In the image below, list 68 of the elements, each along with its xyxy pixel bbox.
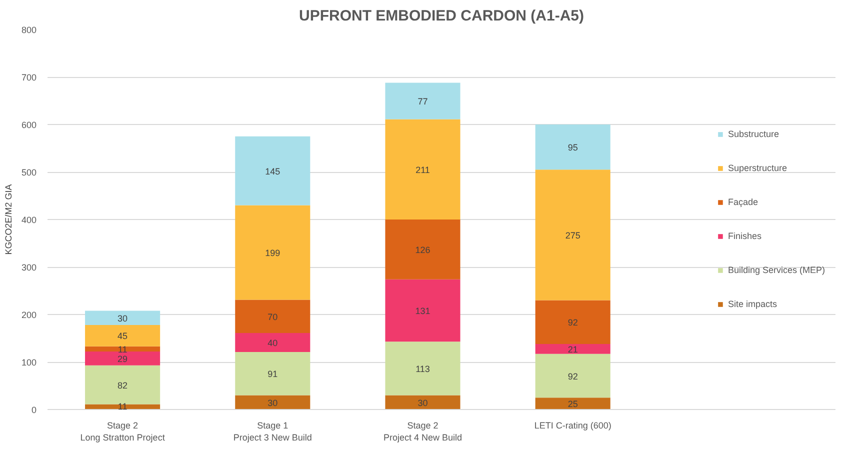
data-label: 45 [118, 331, 128, 342]
data-label: 199 [265, 248, 280, 258]
bar [385, 279, 460, 342]
data-label: 92 [568, 318, 578, 328]
x-tick-label: Stage 2 Long Stratton Project [80, 420, 166, 442]
bar [535, 344, 610, 354]
bar [385, 220, 460, 280]
bar [85, 346, 160, 352]
bar [385, 342, 460, 396]
bar [385, 119, 460, 220]
bar [535, 170, 610, 300]
y-tick-label: 800 [21, 25, 37, 35]
legend-label: Substructure [728, 129, 779, 139]
bar [235, 205, 310, 300]
legend-label: Site impacts [728, 299, 777, 309]
bar [85, 324, 160, 346]
bar [85, 310, 160, 325]
bar [535, 398, 610, 410]
bar [385, 395, 460, 410]
y-tick-label: 100 [21, 358, 37, 368]
data-label: 25 [568, 399, 578, 410]
bar [535, 300, 610, 344]
y-tick-label: 200 [21, 310, 37, 320]
legend-label: Building Services (MEP) [728, 265, 825, 275]
data-label: 70 [268, 312, 278, 322]
data-label: 275 [565, 230, 580, 240]
data-label: 145 [265, 166, 280, 176]
bar [235, 352, 310, 396]
legend-label: Finishes [728, 231, 762, 241]
data-label: 30 [118, 313, 128, 324]
y-tick-label: 600 [21, 120, 37, 130]
bar [85, 352, 160, 366]
data-label: 82 [118, 380, 128, 390]
bar [235, 333, 310, 352]
y-tick-label: 400 [21, 215, 37, 225]
data-label: 29 [118, 354, 128, 364]
data-label: 91 [268, 369, 278, 380]
bar [535, 124, 610, 170]
bar [385, 82, 460, 120]
y-tick-label: 0 [31, 405, 37, 415]
data-label: 21 [568, 344, 578, 354]
bar [235, 395, 310, 410]
data-label: 30 [418, 398, 428, 408]
data-label: 40 [268, 338, 278, 348]
data-label: 126 [415, 244, 430, 255]
legend-label: Façade [728, 197, 758, 207]
bar [235, 136, 310, 206]
bar [85, 365, 160, 404]
data-label: 77 [418, 96, 428, 106]
data-label: 211 [416, 164, 430, 175]
legend-label: Superstructure [728, 163, 787, 173]
chart-title: UPFRONT EMBODIED CARDON (A1-A5) [299, 8, 584, 24]
y-axis-title: KGCO2E/M2 GIA [3, 184, 14, 255]
data-label: 92 [568, 371, 578, 382]
bar [535, 354, 610, 398]
y-tick-label: 300 [21, 262, 37, 272]
data-label: 131 [415, 306, 430, 316]
data-label: 95 [568, 142, 578, 153]
bar [235, 300, 310, 334]
x-tick-label: Stage 2 Project 4 New Build [383, 420, 462, 442]
data-label: 30 [268, 398, 278, 408]
data-label: 113 [416, 364, 430, 374]
y-tick-label: 500 [21, 168, 37, 178]
x-tick-label: Stage 1 Project 3 New Build [233, 420, 312, 442]
data-label: 11 [118, 402, 128, 412]
data-label: 11 [118, 344, 128, 354]
y-tick-label: 700 [21, 72, 37, 82]
x-tick-label: LETI C-rating (600) [534, 420, 612, 430]
